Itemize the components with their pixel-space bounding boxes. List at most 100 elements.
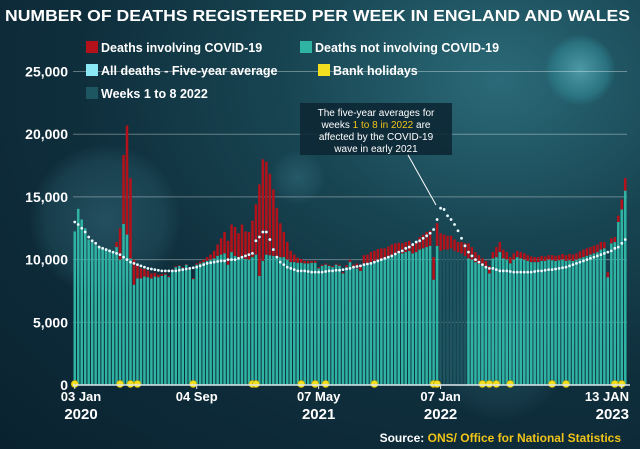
bank-holiday-dot: [506, 380, 515, 388]
bar-covid: [446, 235, 449, 250]
bar-non-covid: [205, 260, 209, 385]
average-dot: [345, 267, 348, 271]
bar-covid: [498, 242, 502, 253]
bar-non-covid: [568, 260, 571, 385]
bar-non-covid: [383, 258, 387, 385]
bar-non-covid: [244, 258, 247, 385]
average-dot: [170, 269, 174, 273]
bar-non-covid: [101, 247, 104, 385]
bar-non-covid: [522, 259, 526, 385]
bar-non-covid: [219, 254, 223, 385]
bank-holiday-dot: [562, 380, 570, 388]
bar-non-covid: [460, 253, 463, 385]
bar-non-covid: [543, 260, 547, 385]
bar-non-covid: [223, 253, 226, 385]
bar-non-covid: [240, 258, 244, 385]
average-dot: [529, 270, 533, 274]
bar-covid: [362, 255, 366, 264]
annotation-line: weeks 1 to 8 in 2022 are: [321, 120, 431, 131]
bar-covid: [313, 260, 317, 263]
bar-covid: [275, 208, 279, 258]
bar-non-covid: [425, 247, 428, 385]
legend-label-bank-holidays: Bank holidays: [333, 64, 418, 78]
average-dot: [589, 256, 592, 260]
bar-covid: [481, 258, 484, 266]
bar-covid: [578, 251, 582, 259]
average-dot: [561, 266, 564, 270]
average-dot: [327, 269, 331, 273]
y-axis-ticks: 0 5,000 10,000 15,000 20,000 25,000: [25, 64, 68, 393]
bar-covid: [522, 253, 526, 260]
average-dot: [278, 260, 282, 264]
legend-swatch-bank-holidays: [318, 64, 330, 76]
bar-covid: [428, 230, 432, 246]
average-dot: [195, 265, 199, 269]
average-dot: [372, 260, 376, 264]
x-tick-year: 2022: [424, 406, 457, 423]
average-dot: [118, 253, 122, 256]
average-dot: [481, 263, 484, 267]
annotation-box: [300, 103, 452, 155]
average-dot: [582, 259, 585, 263]
source-credit: Source: ONS/ Office for National Statist…: [380, 431, 622, 445]
bar-covid: [554, 255, 557, 261]
bar-non-covid: [345, 267, 348, 385]
bar-covid: [306, 260, 310, 264]
bar-non-covid: [467, 258, 470, 385]
average-dot: [512, 270, 516, 274]
legend-label-average: All deaths - Five-year average: [101, 64, 278, 78]
bar-non-covid: [303, 263, 306, 385]
bar-covid: [390, 244, 394, 256]
bar-covid: [296, 257, 299, 263]
bar-non-covid: [369, 262, 373, 385]
bar-covid: [310, 260, 313, 263]
average-dot: [397, 250, 401, 254]
bar-non-covid: [279, 257, 282, 385]
bar-non-covid: [617, 222, 620, 385]
source-text: ONS/ Office for National Statistics: [428, 431, 622, 445]
annotation-line: affected by the COVID-19: [319, 132, 434, 143]
bar-covid: [540, 255, 543, 261]
average-dot: [181, 268, 185, 272]
bar-non-covid: [181, 267, 185, 385]
legend-label-weeks-2022: Weeks 1 to 8 2022: [101, 87, 208, 101]
bar-non-covid: [606, 277, 610, 385]
bar-covid: [286, 242, 289, 260]
bank-holiday-dot: [492, 380, 501, 388]
average-dot: [275, 255, 279, 259]
bar-covid: [449, 235, 453, 249]
average-dot: [613, 246, 617, 250]
bar-covid: [153, 272, 157, 277]
legend-swatch-non-covid: [300, 41, 312, 53]
average-dot: [362, 263, 366, 267]
bar-covid: [118, 228, 122, 260]
bar-non-covid: [397, 253, 401, 385]
bar-non-covid: [191, 279, 195, 385]
bar-non-covid: [488, 273, 491, 385]
average-dot: [407, 245, 411, 249]
average-dot: [376, 259, 380, 263]
bar-covid: [536, 257, 540, 263]
bank-holiday-dot: [370, 380, 379, 388]
x-tick-year: 2020: [64, 406, 97, 423]
bar-non-covid: [178, 265, 181, 385]
bar-non-covid: [125, 234, 129, 385]
average-dot: [317, 270, 321, 274]
average-dot: [156, 268, 160, 272]
bar-covid: [115, 242, 118, 248]
bar-non-covid: [153, 276, 157, 385]
bank-holiday-dot: [548, 380, 556, 388]
average-dot: [188, 266, 192, 270]
y-tick-label: 15,000: [25, 189, 68, 205]
average-dot: [599, 253, 603, 256]
chart-title: NUMBER OF DEATHS REGISTERED PER WEEK IN …: [5, 8, 630, 25]
bar-covid: [547, 255, 550, 260]
bar-non-covid: [139, 278, 143, 385]
bar-non-covid: [320, 265, 324, 385]
average-dot: [163, 269, 167, 273]
bar-covid: [195, 263, 198, 265]
bar-non-covid: [247, 259, 251, 385]
bar-non-covid: [414, 252, 418, 385]
average-dot: [355, 265, 359, 268]
x-tick-label: 07 May: [297, 389, 341, 404]
